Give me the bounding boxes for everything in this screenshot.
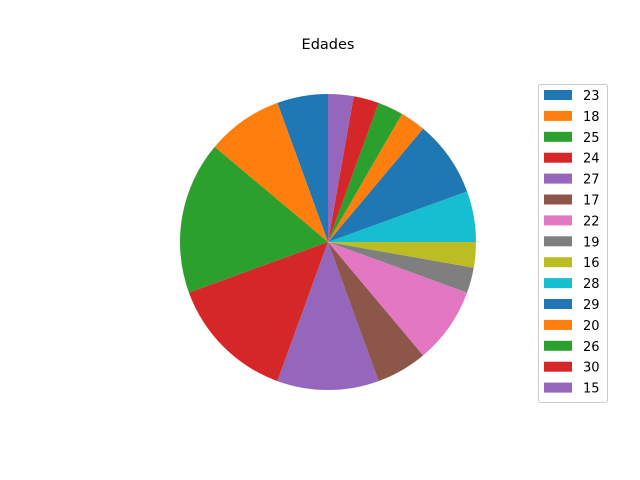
legend-item-26: 26 bbox=[544, 340, 600, 355]
legend-item-18: 18 bbox=[544, 110, 600, 125]
pie-slice-18 bbox=[214, 102, 328, 243]
legend-label-26: 26 bbox=[583, 340, 600, 355]
legend-label-20: 20 bbox=[583, 319, 600, 334]
pie-slice-22 bbox=[328, 242, 468, 356]
legend-swatch-30 bbox=[544, 361, 572, 372]
chart-title: Edades bbox=[302, 37, 355, 53]
legend-swatch-17 bbox=[544, 194, 572, 205]
legend-swatch-28 bbox=[544, 278, 572, 289]
legend-swatch-23 bbox=[544, 90, 572, 100]
pie-slice-17 bbox=[328, 242, 424, 382]
legend-swatch-18 bbox=[544, 110, 572, 121]
legend-item-25: 25 bbox=[544, 131, 600, 146]
legend-label-22: 22 bbox=[583, 214, 600, 229]
legend-item-16: 16 bbox=[544, 256, 600, 271]
legend-item-30: 30 bbox=[544, 361, 600, 376]
pie-slice-26 bbox=[328, 102, 402, 243]
pie-slice-29 bbox=[328, 128, 468, 242]
legend-item-27: 27 bbox=[544, 173, 600, 188]
legend-swatch-20 bbox=[544, 319, 572, 330]
legend-swatch-22 bbox=[544, 215, 572, 226]
legend-item-23: 23 bbox=[544, 89, 600, 104]
legend-label-15: 15 bbox=[583, 382, 600, 397]
pie-slice-15 bbox=[328, 94, 354, 242]
legend-item-15: 15 bbox=[544, 382, 600, 397]
legend-swatch-19 bbox=[544, 236, 572, 247]
legend-swatch-15 bbox=[544, 382, 572, 393]
pie-slice-25 bbox=[180, 146, 328, 293]
legend-swatch-26 bbox=[544, 340, 572, 351]
legend-label-24: 24 bbox=[583, 152, 600, 167]
legend-swatch-25 bbox=[544, 131, 572, 142]
legend-swatch-24 bbox=[544, 152, 572, 163]
pie-slice-24 bbox=[188, 242, 328, 382]
legend-item-24: 24 bbox=[544, 152, 600, 167]
legend-swatch-16 bbox=[544, 257, 572, 268]
pie-slice-20 bbox=[328, 113, 424, 242]
legend-label-28: 28 bbox=[583, 277, 600, 292]
legend-item-22: 22 bbox=[544, 214, 600, 229]
legend-item-19: 19 bbox=[544, 235, 600, 250]
legend-label-17: 17 bbox=[583, 194, 600, 209]
legend-label-19: 19 bbox=[583, 235, 600, 250]
legend-swatch-29 bbox=[544, 299, 572, 309]
pie-slice-30 bbox=[328, 96, 379, 242]
legend: 23 18 25 24 27 17 22 19 16 28 29 20 26 30 15 bbox=[538, 84, 608, 403]
legend-swatch-27 bbox=[544, 173, 572, 184]
pie-slice-16 bbox=[328, 242, 476, 268]
pie-slice-19 bbox=[328, 242, 474, 293]
pie-slice-23 bbox=[277, 94, 328, 242]
pie-slices bbox=[180, 94, 476, 390]
legend-label-27: 27 bbox=[583, 173, 600, 188]
pie-slice-27 bbox=[277, 242, 379, 390]
legend-item-28: 28 bbox=[544, 277, 600, 292]
legend-item-17: 17 bbox=[544, 194, 600, 209]
legend-label-25: 25 bbox=[583, 131, 600, 146]
legend-label-29: 29 bbox=[583, 298, 600, 313]
legend-item-20: 20 bbox=[544, 319, 600, 334]
legend-label-23: 23 bbox=[583, 89, 600, 104]
legend-label-18: 18 bbox=[583, 110, 600, 125]
pie-slice-28 bbox=[328, 191, 476, 242]
legend-label-30: 30 bbox=[583, 361, 600, 376]
legend-item-29: 29 bbox=[544, 298, 600, 313]
legend-label-16: 16 bbox=[583, 256, 600, 271]
